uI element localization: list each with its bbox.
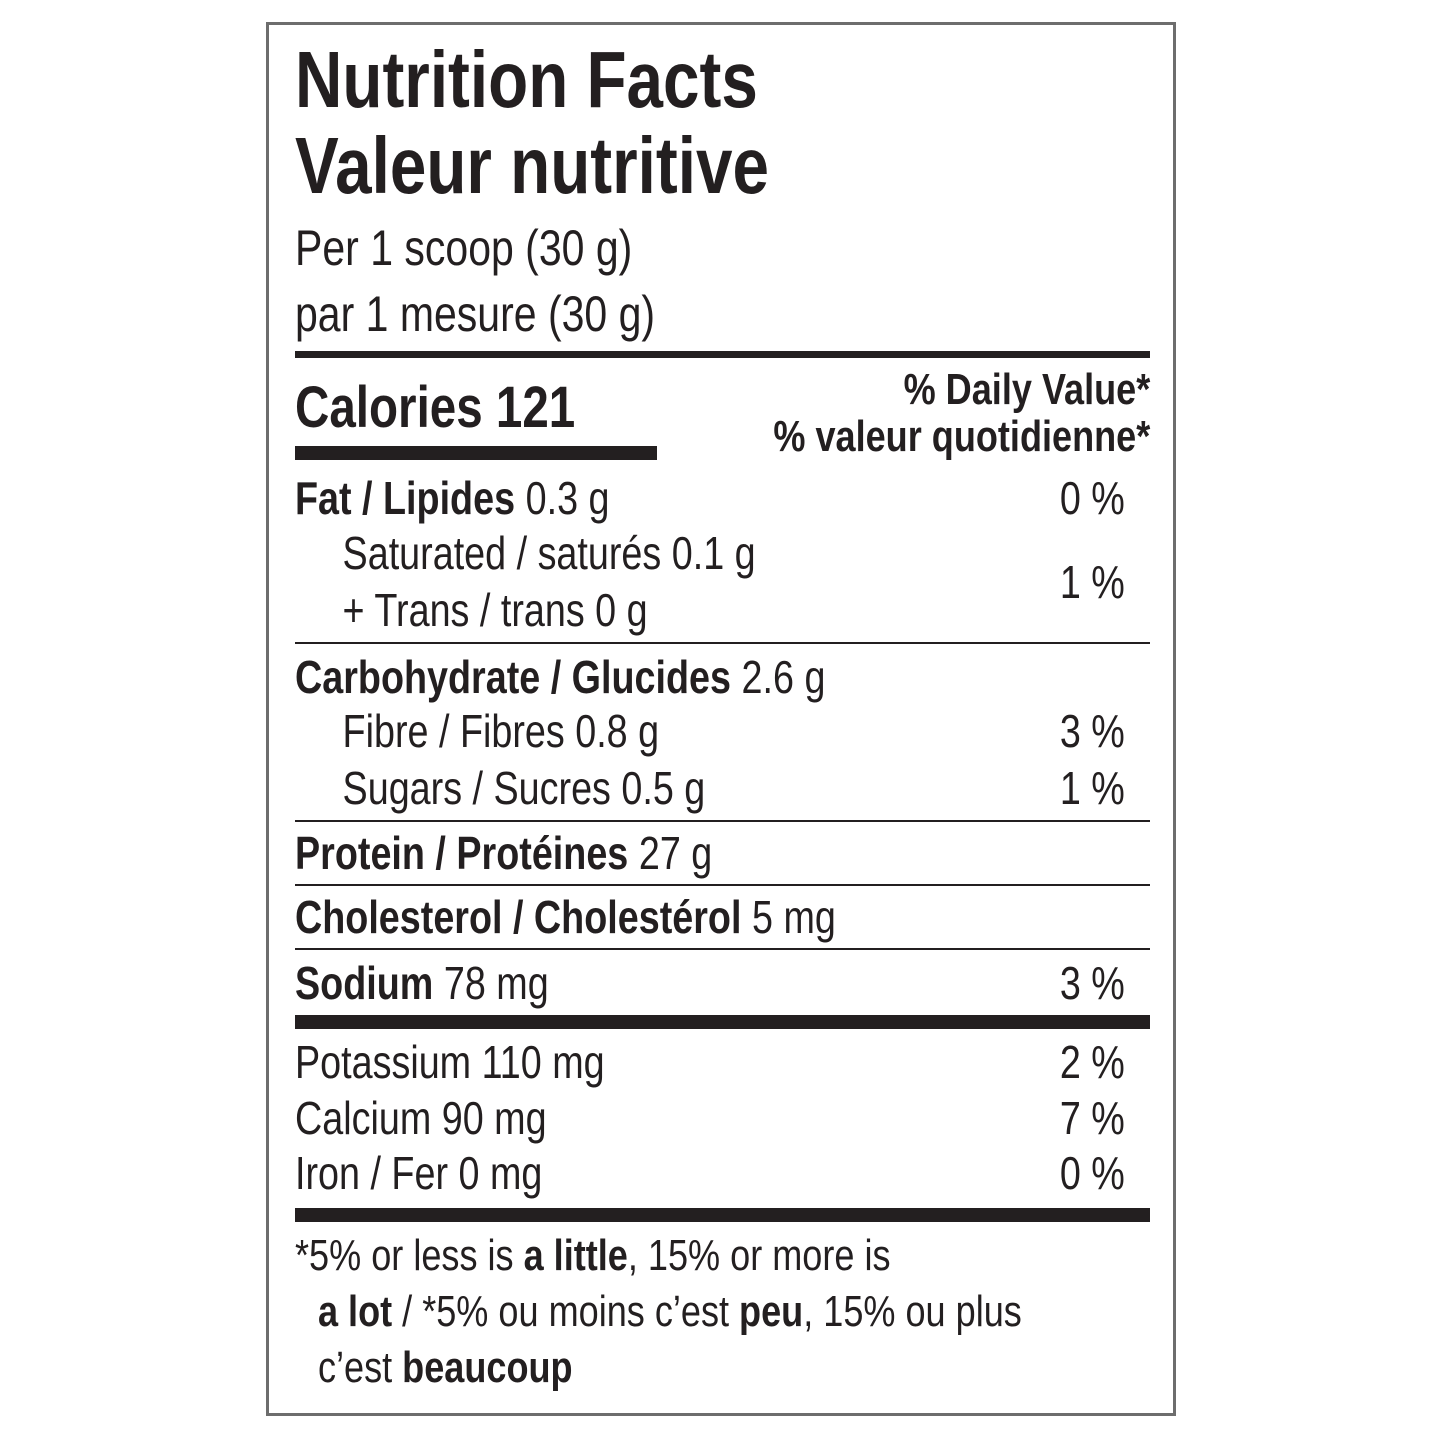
nutrient: Potassium 110 mg: [295, 1036, 605, 1088]
footnote-text: a little: [523, 1231, 628, 1280]
dv: 2 %: [1059, 1036, 1125, 1088]
serving-fr: par 1 mesure (30 g): [295, 286, 656, 342]
row: Cholesterol / Cholestérol 5 mg: [295, 894, 836, 940]
nutrient: Fat / Lipides: [295, 472, 516, 524]
footnote-text: / *5% ou moins c’est: [392, 1287, 740, 1336]
dv: 1 %: [1059, 762, 1125, 814]
title: Nutrition Facts: [295, 35, 758, 124]
dv: 1 %: [1059, 556, 1125, 608]
rule: [295, 1015, 1150, 1029]
amount: 2.6 g: [741, 651, 826, 703]
row: Carbohydrate / Glucides 2.6 g: [295, 654, 825, 700]
row: Sodium 78 mg: [295, 960, 549, 1006]
footnote-text: a lot: [317, 1287, 393, 1336]
calories: Calories 121: [295, 375, 576, 440]
serving: Per 1 scoop (30 g): [295, 220, 633, 276]
rule: [295, 948, 1150, 950]
footnote-line: *5% or less is a little, 15% or more is: [295, 1234, 891, 1278]
footnote-text: peu: [739, 1287, 804, 1336]
nutrient: Calcium 90 mg: [295, 1092, 547, 1144]
dv: 3 %: [1059, 957, 1125, 1009]
title-fr: Valeur nutritive: [295, 121, 769, 210]
nutrient: + Trans / trans 0 g: [342, 584, 648, 636]
dv-header: % Daily Value*: [903, 365, 1151, 414]
footnote-text: *5% or less is: [295, 1231, 524, 1280]
dv: 3 %: [1059, 705, 1125, 757]
footnote-text: beaucoup: [402, 1343, 573, 1392]
footnote-text: , 15% ou plus: [803, 1287, 1022, 1336]
nutrient: Cholesterol / Cholestérol: [295, 891, 742, 943]
nutrient: Carbohydrate / Glucides: [295, 651, 731, 703]
dv: 0 %: [1059, 472, 1125, 524]
amount: 5 mg: [751, 891, 836, 943]
calories-bar: [295, 446, 657, 460]
amount: 0.3 g: [525, 472, 610, 524]
rule: [295, 351, 1150, 358]
nutrient: Saturated / saturés 0.1 g: [342, 527, 756, 579]
nutrient: Iron / Fer 0 mg: [295, 1147, 543, 1199]
dv-header-fr: % valeur quotidienne*: [773, 412, 1151, 461]
dv: 0 %: [1059, 1147, 1125, 1199]
nutrient: Fibre / Fibres 0.8 g: [342, 705, 660, 757]
footnote-line: c’est beaucoup: [318, 1346, 573, 1390]
footnote-line: a lot / *5% ou moins c’est peu, 15% ou p…: [318, 1290, 1022, 1334]
nutrient: Sodium: [295, 957, 434, 1009]
amount: 27 g: [638, 827, 713, 879]
footnote-text: c’est: [317, 1343, 403, 1392]
amount: 78 mg: [443, 957, 549, 1009]
rule: [295, 884, 1150, 886]
rule: [295, 820, 1150, 822]
nutrient: Sugars / Sucres 0.5 g: [342, 762, 706, 814]
rule: [295, 1208, 1150, 1222]
label-border: [266, 22, 1176, 1416]
dv: 7 %: [1059, 1092, 1125, 1144]
row: Fat / Lipides 0.3 g: [295, 475, 610, 521]
rule: [295, 642, 1150, 644]
nutrient: Protein / Protéines: [295, 827, 629, 879]
label-content: Nutrition Facts Valeur nutritive Per 1 s…: [295, 0, 1150, 1445]
footnote-text: , 15% or more is: [627, 1231, 891, 1280]
row: Protein / Protéines 27 g: [295, 830, 712, 876]
